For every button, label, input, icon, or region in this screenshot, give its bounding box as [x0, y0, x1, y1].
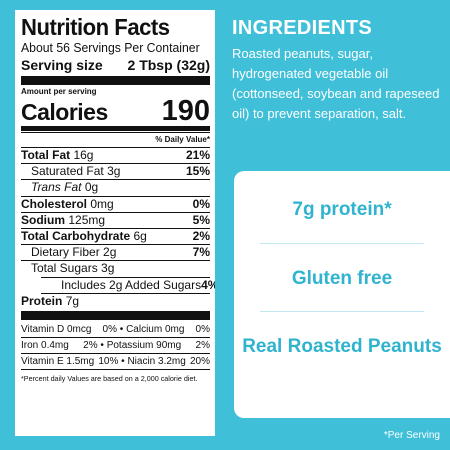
nutrient-dv: 0%	[192, 196, 210, 211]
nutrient-dv: 7%	[192, 245, 210, 260]
nutrient-name: Total Sugars	[31, 261, 98, 276]
claim-divider	[260, 243, 424, 244]
vitamin-name: Niacin 3.2mg	[127, 356, 186, 368]
nutrition-facts-title: Nutrition Facts	[21, 14, 170, 40]
nutrient-row-sodium: Sodium 125mg 5%	[21, 212, 210, 230]
nutrient-amount: 7g	[65, 293, 80, 308]
nutrient-name: Includes 2g Added Sugars	[61, 277, 202, 292]
nutrient-amount: 0mg	[90, 196, 114, 211]
nutrient-name: Saturated Fat	[31, 164, 104, 179]
per-serving-footnote: *Per Serving	[383, 430, 440, 441]
nutrient-name: Dietary Fiber	[31, 245, 100, 260]
claim-gluten-free: Gluten free	[291, 268, 393, 289]
nutrient-amount: 3g	[101, 261, 115, 276]
ingredients-section: INGREDIENTS Roasted peanuts, sugar, hydr…	[232, 16, 444, 124]
nutrient-row-total-fat: Total Fat 16g 21%	[21, 148, 210, 165]
vitamin-row: Iron 0.4mg 2% • Potassium 90mg 2%	[21, 338, 210, 355]
medium-divider	[21, 126, 210, 131]
nutrient-row-dietary-fiber: Dietary Fiber 2g 7%	[21, 245, 210, 262]
vitamin-dv: 0%	[102, 324, 117, 336]
thick-divider	[21, 311, 210, 321]
vitamin-dv: 2%	[83, 340, 98, 352]
serving-size-label: Serving size	[21, 57, 103, 73]
nutrient-amount: 0g	[84, 180, 99, 195]
nutrient-name: Cholesterol	[21, 196, 88, 211]
daily-value-header: % Daily Value*	[21, 132, 210, 147]
nutrient-amount: 16g	[73, 148, 94, 162]
thick-divider	[21, 76, 210, 85]
vitamin-dv: 0%	[195, 324, 210, 336]
nutrient-dv: 21%	[185, 148, 210, 162]
serving-size: Serving size 2 Tbsp (32g)	[21, 56, 210, 74]
ingredients-title: INGREDIENTS	[232, 17, 372, 39]
nutrient-amount: 2g	[103, 245, 117, 260]
nutrient-row-total-carbohydrate: Total Carbohydrate 6g 2%	[21, 229, 210, 246]
vitamin-name: Vitamin D 0mcg	[21, 324, 92, 336]
claim-divider	[260, 311, 424, 312]
daily-value-footnote: *Percent daily Values are based on a 2,0…	[21, 374, 198, 384]
ingredients-text: Roasted peanuts, sugar, hydrogenated veg…	[232, 46, 440, 121]
vitamin-row: Vitamin E 1.5mg 10% • Niacin 3.2mg 20%	[21, 354, 210, 371]
nutrient-row-cholesterol: Cholesterol 0mg 0%	[21, 197, 210, 213]
separator-dot: •	[121, 356, 125, 368]
separator-dot: •	[100, 340, 104, 352]
calories-label: Calories	[21, 99, 108, 125]
nutrient-row-added-sugars: Includes 2g Added Sugars 4%	[41, 276, 215, 294]
vitamin-dv: 2%	[195, 340, 210, 352]
nutrient-dv: 4%	[201, 277, 215, 292]
nutrient-row-trans-fat: Trans Fat 0g	[21, 180, 210, 197]
vitamin-dv: 10%	[98, 356, 119, 368]
claim-real-roasted-peanuts: Real Roasted Peanuts	[242, 336, 442, 357]
nutrient-name: Total Fat	[21, 148, 71, 162]
nutrient-row-protein: Protein 7g	[21, 294, 210, 309]
calories-value: 190	[161, 95, 210, 127]
vitamin-name: Vitamin E 1.5mg	[21, 356, 95, 368]
nutrient-name: Protein	[21, 293, 63, 308]
vitamin-row: Vitamin D 0mcg 0% • Calcium 0mg 0%	[21, 322, 210, 339]
calories-row: Calories 190	[21, 95, 210, 127]
nutrient-dv: 15%	[185, 164, 210, 179]
vitamin-name: Iron 0.4mg	[21, 340, 69, 352]
serving-size-value: 2 Tbsp (32g)	[127, 57, 210, 73]
separator-dot: •	[119, 324, 124, 336]
vitamin-dv: 20%	[189, 356, 210, 368]
nutrient-dv: 2%	[192, 229, 210, 244]
nutrient-name: Trans Fat	[31, 180, 82, 195]
nutrient-amount: 6g	[133, 229, 147, 244]
nutrient-amount: 125mg	[68, 212, 106, 227]
nutrient-row-saturated-fat: Saturated Fat 3g 15%	[21, 164, 210, 181]
claim-protein: 7g protein*	[292, 199, 392, 220]
nutrient-name: Sodium	[21, 212, 65, 227]
servings-per-container: About 56 Servings Per Container	[21, 40, 200, 55]
amount-per-serving: Amount per serving	[21, 87, 97, 96]
nutrient-row-total-sugars: Total Sugars 3g	[21, 261, 210, 276]
vitamin-name: Potassium 90mg	[106, 340, 182, 352]
vitamin-name: Calcium 0mg	[126, 324, 185, 336]
claims-panel: 7g protein* Gluten free Real Roasted Pea…	[234, 171, 450, 418]
nutrient-amount: 3g	[107, 164, 121, 179]
nutrient-dv: 5%	[192, 212, 210, 227]
nutrition-facts-label: Nutrition Facts About 56 Servings Per Co…	[15, 10, 215, 436]
nutrient-name: Total Carbohydrate	[21, 229, 131, 244]
